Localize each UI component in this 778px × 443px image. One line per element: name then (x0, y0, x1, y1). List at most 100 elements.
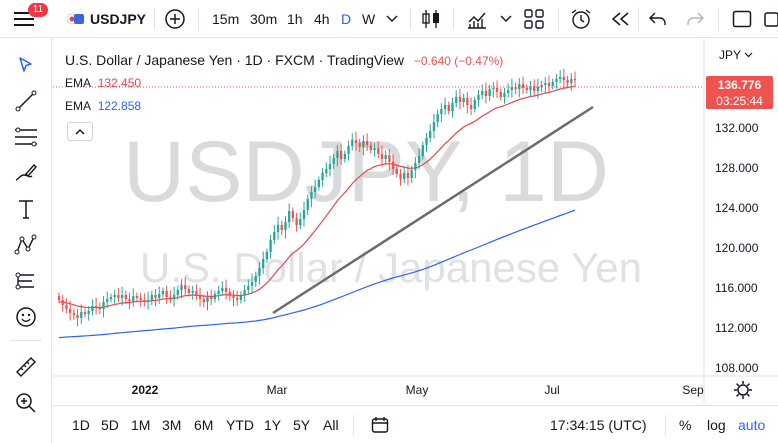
interval-dropdown[interactable] (386, 0, 398, 38)
cursor-tool[interactable] (11, 50, 41, 80)
range-1d[interactable]: 1D (72, 417, 90, 433)
candle-body (176, 290, 179, 295)
legend-change: −0.640 (−0.47%) (413, 54, 504, 68)
range-1y[interactable]: 1Y (264, 417, 282, 433)
candle-body (202, 299, 205, 302)
candle-body (258, 268, 261, 276)
candle-body (61, 300, 64, 305)
currency-selector[interactable]: JPY (719, 48, 753, 62)
price-tick-label: 108.000 (715, 361, 759, 375)
pattern-tool[interactable] (11, 230, 41, 260)
ema-fast-value: 132.450 (97, 76, 142, 90)
candle-body (210, 297, 213, 299)
fib-tool[interactable] (11, 122, 41, 152)
candle-body (421, 145, 424, 156)
text-icon (19, 200, 33, 219)
trendline-tool[interactable] (11, 86, 41, 116)
alert-button[interactable] (570, 0, 592, 38)
candle-body (529, 86, 532, 90)
candle-body (514, 87, 517, 89)
candle-body (87, 311, 90, 314)
text-tool[interactable] (11, 194, 41, 224)
candle-body (213, 294, 217, 299)
chart-type-button[interactable] (421, 0, 441, 38)
range-all[interactable]: All (323, 417, 339, 433)
menu-button[interactable] (14, 0, 34, 38)
indicators-dropdown[interactable] (500, 0, 512, 38)
indicators-button[interactable] (466, 0, 488, 38)
candle-body (265, 252, 269, 259)
interval-4h[interactable]: 4h (314, 11, 330, 27)
percent-scale-toggle[interactable]: % (679, 417, 692, 433)
chevron-up-icon (75, 129, 85, 135)
interval-w[interactable]: W (362, 11, 376, 27)
candle-body (198, 296, 202, 299)
square-icon (732, 10, 752, 28)
candle-body (525, 88, 528, 90)
prediction-tool[interactable] (11, 266, 41, 296)
interval-d[interactable]: D (341, 11, 352, 27)
icons-tool[interactable] (11, 302, 41, 332)
legend-collapse-button[interactable] (67, 122, 93, 141)
compare-button[interactable] (164, 0, 186, 38)
goto-date-button[interactable] (371, 406, 389, 443)
candle-body (510, 87, 514, 90)
candle-body (410, 170, 413, 178)
candle-body (336, 151, 339, 158)
range-1m[interactable]: 1M (131, 417, 151, 433)
interval-30m[interactable]: 30m (250, 11, 278, 27)
price-tick-label: 112.000 (715, 321, 758, 335)
ema-fast-legend[interactable]: EMA 132.450 (65, 76, 141, 90)
trend-line[interactable] (272, 105, 594, 315)
time-axis[interactable]: 2022 Mar May Jul Sep (132, 383, 704, 397)
zoom-tool[interactable] (11, 388, 41, 418)
candle-body (124, 295, 127, 299)
candle-body (466, 98, 469, 105)
price-tick-label: 120.000 (715, 241, 759, 255)
range-ytd[interactable]: YTD (226, 417, 254, 433)
replay-button[interactable] (610, 0, 630, 38)
candle-body (488, 89, 491, 96)
candle-body (373, 148, 376, 150)
candle-body (128, 299, 131, 301)
brush-tool[interactable] (11, 158, 41, 188)
chevron-down-icon (500, 15, 512, 22)
measure-tool[interactable] (11, 352, 41, 382)
settings-gear[interactable] (734, 381, 752, 399)
candle-body (440, 109, 443, 114)
ema-slow-legend[interactable]: EMA 122.858 (65, 99, 141, 113)
time-tick-label: Mar (267, 383, 288, 397)
candle-body (365, 141, 369, 145)
range-5y[interactable]: 5Y (293, 417, 311, 433)
interval-15m[interactable]: 15m (212, 11, 240, 27)
range-5d[interactable]: 5D (101, 417, 119, 433)
undo-button[interactable] (649, 0, 667, 38)
candle-body (191, 291, 194, 293)
candle-body (57, 296, 61, 300)
fullscreen-button[interactable] (732, 0, 752, 38)
layout-button[interactable] (524, 0, 544, 38)
log-scale-toggle[interactable]: log (707, 417, 726, 433)
camera-button[interactable] (764, 0, 778, 38)
candle-body (132, 296, 135, 301)
time-tick-label: Sep (682, 383, 704, 397)
price-chart[interactable]: USDJPY, 1D U.S. Dollar / Japanese Yen 13… (53, 39, 778, 404)
ema-slow-line (58, 209, 576, 339)
symbol-search[interactable]: USDJPY (66, 0, 146, 38)
candle-body (76, 315, 79, 318)
candle-body (469, 105, 473, 109)
range-3m[interactable]: 3M (162, 417, 182, 433)
chart-pane[interactable]: USDJPY, 1D U.S. Dollar / Japanese Yen 13… (53, 39, 778, 404)
candle-body (518, 84, 521, 89)
top-toolbar: 11 USDJPY 15m 30m 1h 4h D W (0, 0, 778, 38)
auto-scale-toggle[interactable]: auto (738, 417, 766, 433)
utc-clock[interactable]: 17:34:15 (UTC) (550, 417, 647, 433)
price-axis[interactable]: 132.000 128.000 124.000 120.000 116.000 112.0… (715, 121, 759, 375)
interval-1h[interactable]: 1h (287, 11, 303, 27)
candle-body (566, 80, 569, 83)
redo-button[interactable] (686, 0, 704, 38)
notification-badge: 11 (28, 3, 48, 17)
range-6m[interactable]: 6M (194, 417, 214, 433)
candle-body (551, 82, 554, 86)
candle-body (80, 312, 83, 318)
